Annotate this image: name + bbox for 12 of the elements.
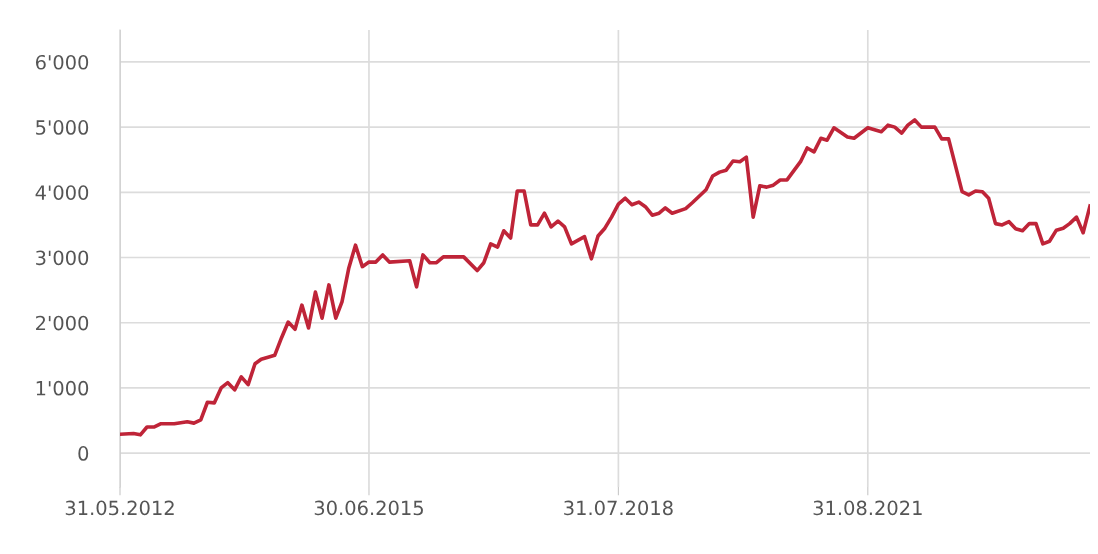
- y-tick-label: 3'000: [36, 250, 89, 266]
- y-tick-label: 6'000: [35, 54, 89, 70]
- y-tick-label: 4'000: [35, 185, 89, 200]
- y-tick-label: 5'000: [36, 120, 89, 135]
- x-tick-label: 31.07.2018: [564, 500, 673, 516]
- y-tick-label: 1'000: [36, 380, 89, 396]
- x-tick-label: 30.06.2015: [314, 500, 423, 516]
- x-tick-label: 31.08.2021: [813, 500, 922, 516]
- y-tick-label: 0: [78, 446, 89, 461]
- x-tick-label: 31.05.2012: [65, 500, 174, 516]
- y-tick-label: 2'000: [36, 315, 89, 331]
- line-series: [120, 118, 1090, 437]
